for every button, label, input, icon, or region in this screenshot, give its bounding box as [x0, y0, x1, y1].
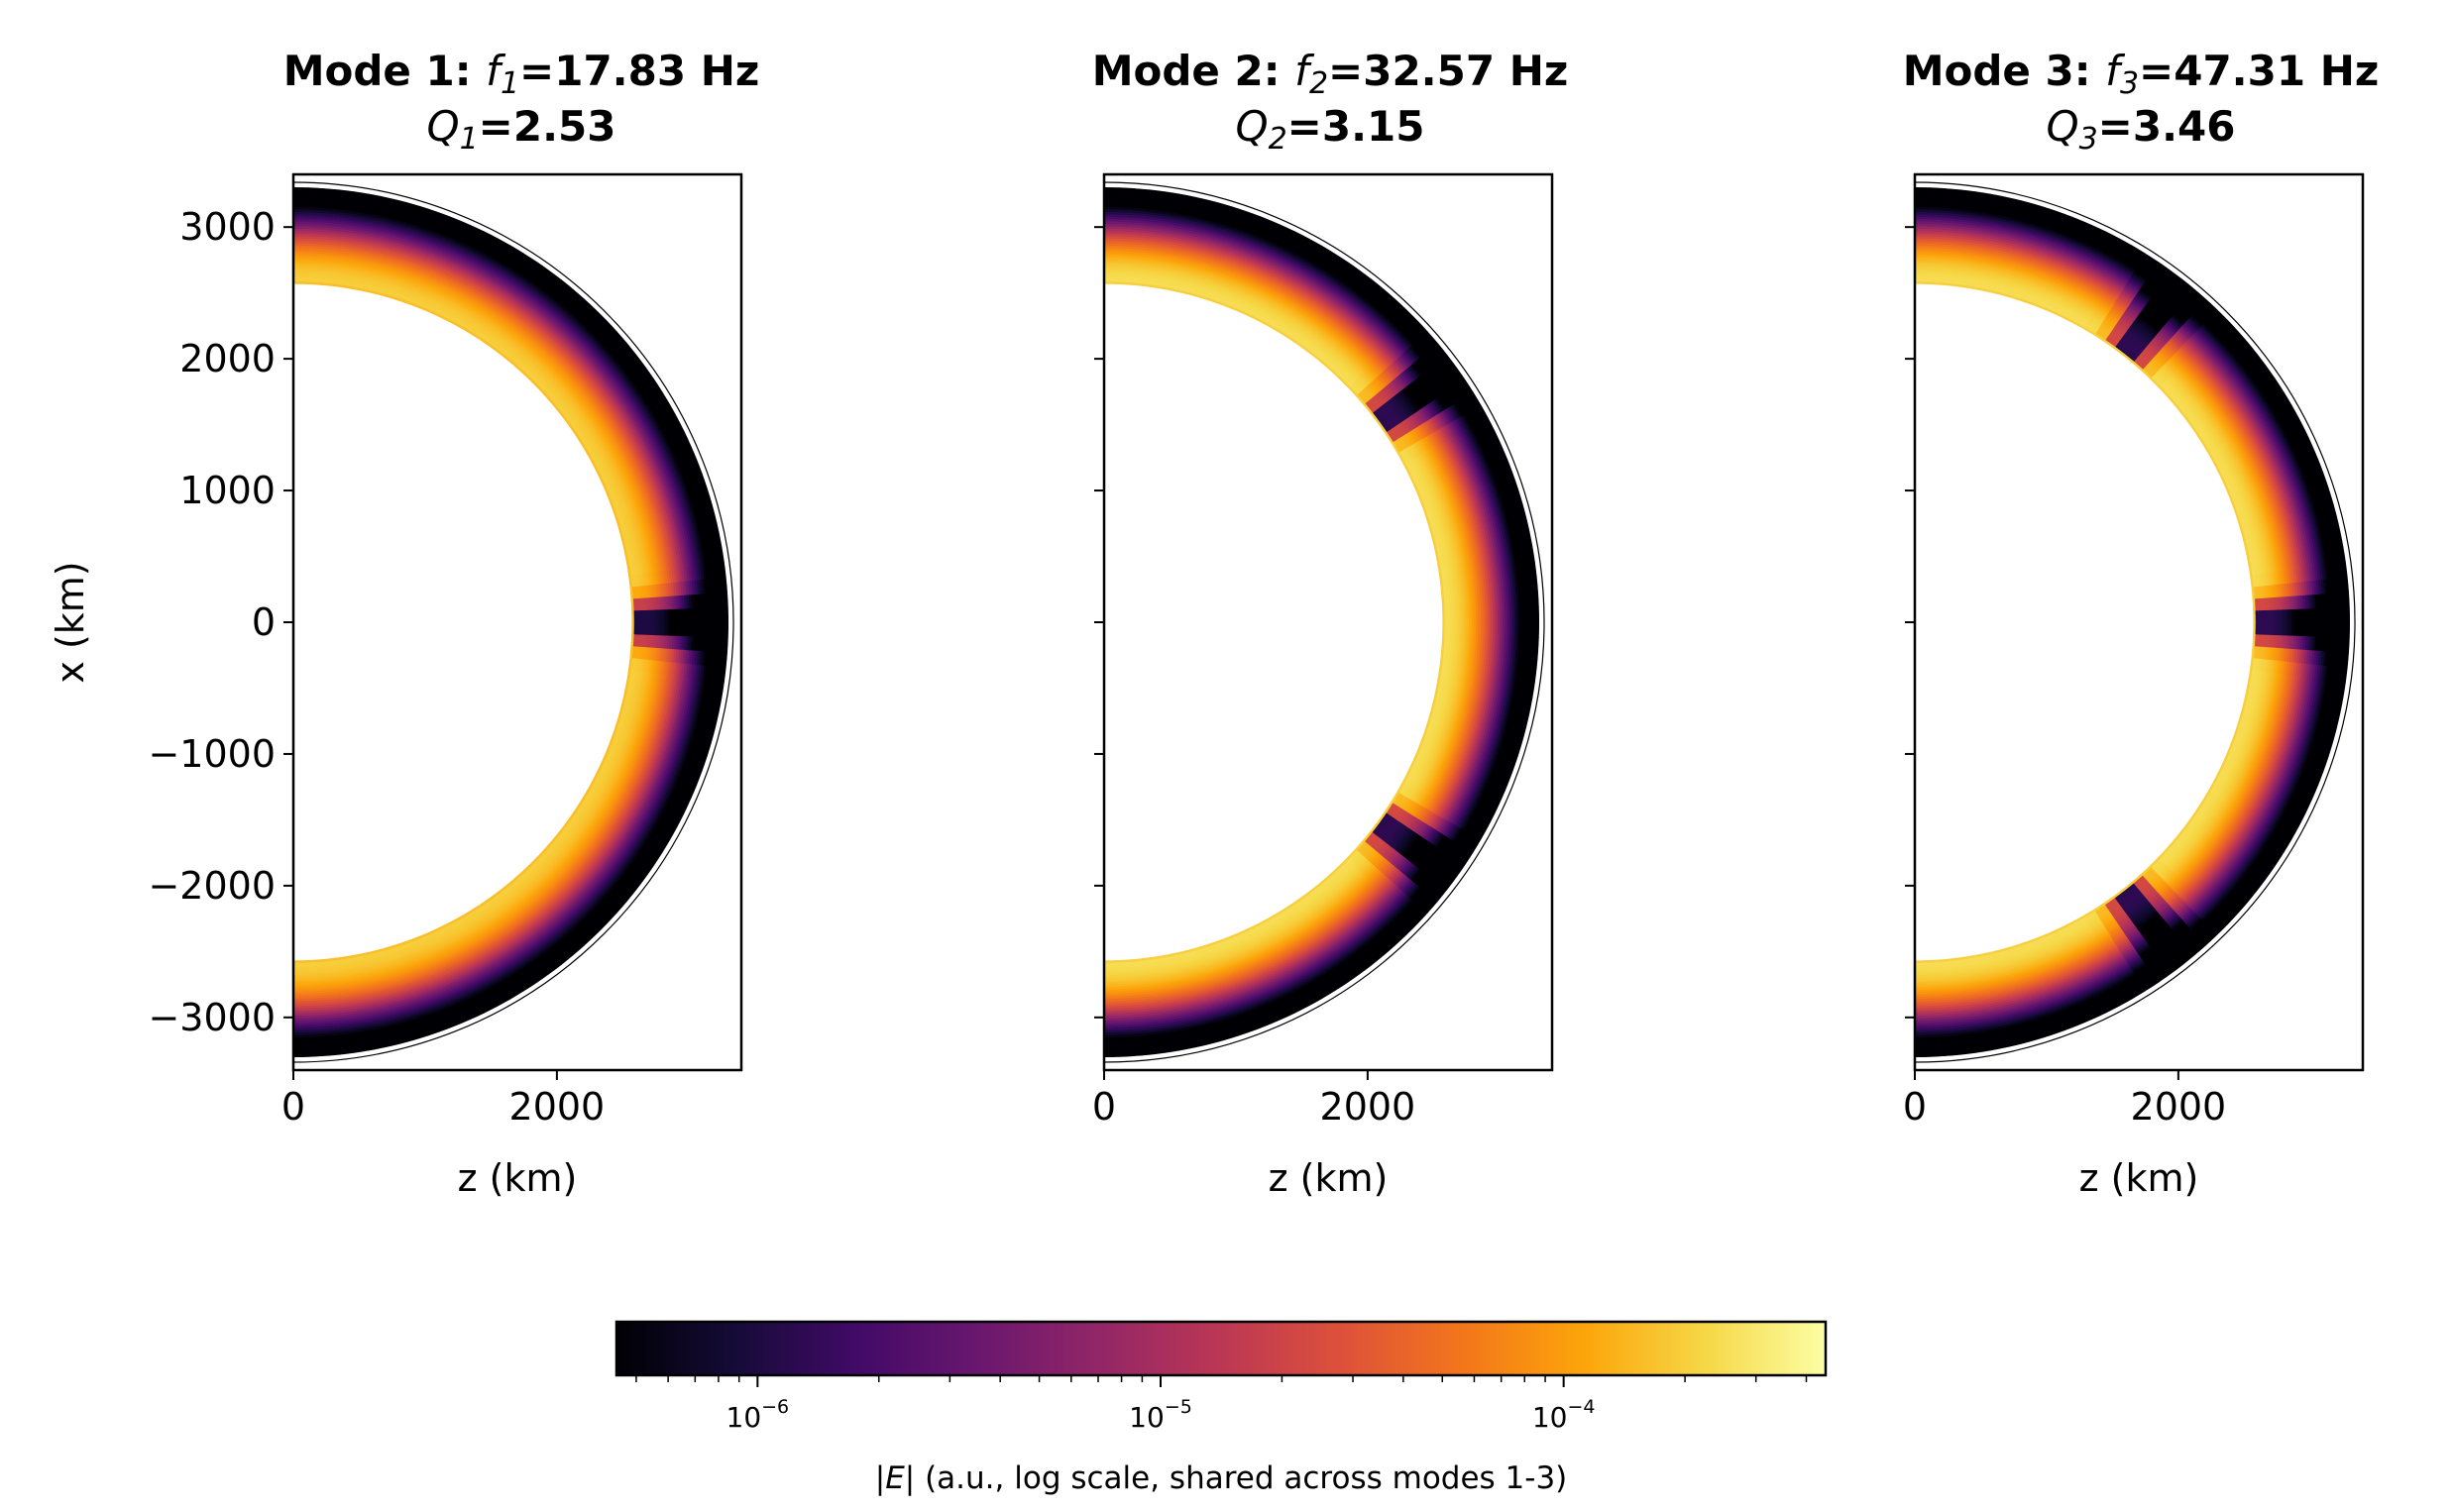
- mode-2-heatmap: [1104, 182, 1544, 1062]
- y-tick-label: −3000: [148, 996, 276, 1039]
- mode-2-title-line1: Mode 2: f2=32.57 Hz: [1092, 47, 1569, 101]
- heatmap-cell: [1118, 1052, 1135, 1057]
- x-tick-label: 0: [281, 1085, 305, 1129]
- heatmap-cell: [307, 187, 324, 192]
- x-tick-label: 2000: [509, 1085, 606, 1129]
- heatmap-cell: [724, 592, 728, 608]
- heatmap-cell: [724, 636, 728, 653]
- heatmap-cell: [725, 606, 729, 623]
- mode-1-xlabel: z (km): [458, 1156, 578, 1200]
- y-tick-label: −1000: [148, 732, 276, 776]
- y-tick-label: 0: [252, 600, 276, 644]
- heatmap-cell: [307, 1052, 324, 1057]
- heatmap-cell: [725, 621, 729, 638]
- y-tick-label: 2000: [179, 337, 276, 380]
- heatmap-cell: [292, 1053, 309, 1058]
- mode-1-panel: Mode 1: f1=17.83 Hz Q1=2.53 0 2000 3000 200…: [49, 47, 759, 1200]
- y-tick-label: 1000: [179, 469, 276, 512]
- y-tick-label: 3000: [179, 205, 276, 249]
- mode-1-ylabel: x (km): [49, 561, 92, 683]
- heatmap-cell: [292, 186, 309, 191]
- mode-2-panel: Mode 2: f2=32.57 Hz Q2=3.15 0 2000 z (km): [1092, 47, 1569, 1200]
- y-tick-label: −2000: [148, 864, 276, 908]
- mode-1-heatmap: [293, 182, 733, 1062]
- mode-1-title-line1: Mode 1: f1=17.83 Hz: [283, 47, 760, 101]
- heatmap-cell: [1103, 1053, 1120, 1058]
- mode-2-title-line2: Q2=3.15: [1236, 102, 1425, 157]
- mode-1-title-line2: Q1=2.53: [427, 102, 616, 157]
